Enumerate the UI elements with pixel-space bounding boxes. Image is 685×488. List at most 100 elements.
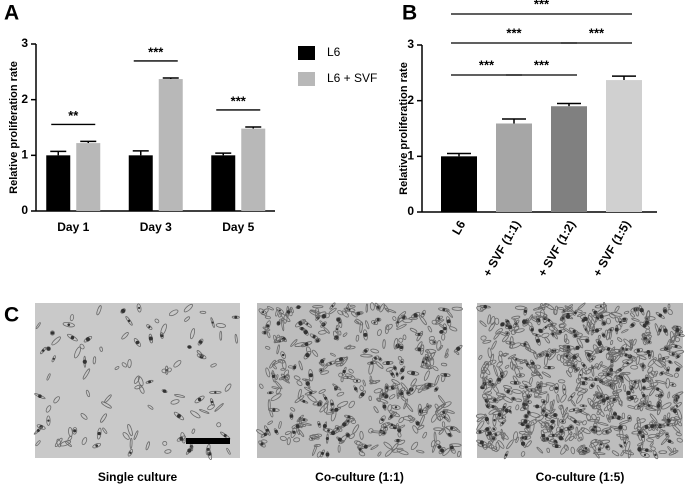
cell bbox=[340, 377, 344, 383]
cell bbox=[121, 362, 128, 368]
cell bbox=[627, 449, 632, 459]
cell-nucleus bbox=[417, 347, 422, 352]
cell-nucleus bbox=[513, 381, 518, 385]
cell bbox=[541, 332, 550, 339]
cell bbox=[645, 407, 657, 412]
panel-label: C bbox=[4, 304, 19, 327]
cell bbox=[379, 415, 386, 424]
cell bbox=[669, 334, 677, 344]
cell-nucleus bbox=[593, 425, 597, 429]
cell bbox=[616, 433, 628, 438]
significance-label: *** bbox=[534, 0, 550, 11]
cell bbox=[408, 316, 418, 320]
cell-nucleus bbox=[647, 404, 651, 407]
cell bbox=[596, 384, 604, 396]
cell-nucleus bbox=[67, 323, 71, 326]
cell-nucleus bbox=[127, 319, 131, 323]
legend-label: L6 + SVF bbox=[327, 71, 377, 85]
cell-nucleus bbox=[484, 416, 489, 422]
cell-nucleus bbox=[399, 345, 404, 350]
cell bbox=[573, 353, 582, 363]
cell bbox=[356, 440, 361, 446]
cell bbox=[576, 309, 583, 313]
cell bbox=[325, 411, 335, 415]
cell-nucleus bbox=[643, 453, 647, 457]
significance-label: *** bbox=[231, 93, 247, 108]
cell bbox=[589, 382, 596, 389]
cell-nucleus bbox=[82, 359, 87, 364]
cell bbox=[173, 360, 182, 368]
cell-nucleus bbox=[325, 452, 330, 457]
cell bbox=[594, 439, 603, 444]
cell bbox=[434, 315, 443, 322]
cell bbox=[560, 394, 567, 403]
cell-nucleus bbox=[550, 419, 555, 424]
cell bbox=[541, 436, 554, 442]
cell bbox=[528, 419, 538, 426]
cell bbox=[272, 358, 283, 366]
cell bbox=[309, 310, 320, 317]
cell bbox=[337, 316, 343, 329]
cell bbox=[348, 433, 355, 439]
cell bbox=[501, 432, 506, 439]
cell-nucleus bbox=[415, 421, 420, 426]
cell bbox=[590, 364, 595, 377]
cell bbox=[402, 334, 407, 340]
cell-nucleus bbox=[450, 426, 454, 430]
cell-nucleus bbox=[129, 451, 132, 454]
cell bbox=[136, 303, 142, 313]
cell bbox=[577, 368, 584, 381]
cell bbox=[266, 306, 274, 311]
cell bbox=[290, 407, 296, 412]
cell bbox=[497, 440, 505, 449]
cell bbox=[542, 428, 549, 434]
cell-nucleus bbox=[148, 380, 152, 384]
cell-nucleus bbox=[630, 388, 633, 391]
cell bbox=[633, 403, 644, 410]
cell-nucleus bbox=[449, 445, 454, 450]
cell bbox=[341, 310, 349, 318]
cell bbox=[399, 358, 405, 366]
cell-nucleus bbox=[394, 406, 398, 409]
bar bbox=[158, 79, 183, 211]
cell-nucleus bbox=[348, 308, 351, 311]
cell-nucleus bbox=[504, 453, 508, 457]
cell bbox=[575, 387, 587, 393]
image-caption: Single culture bbox=[98, 470, 178, 484]
cell bbox=[538, 381, 543, 392]
cell bbox=[441, 333, 446, 341]
cell-nucleus bbox=[625, 348, 628, 351]
cell bbox=[214, 403, 224, 412]
y-axis-label: Relative proliferation rate bbox=[398, 62, 410, 195]
cell bbox=[539, 309, 545, 318]
cell-nucleus bbox=[283, 375, 286, 379]
cell bbox=[603, 403, 614, 412]
x-tick-label: L6 bbox=[449, 218, 468, 237]
cell-nucleus bbox=[325, 436, 329, 441]
cell bbox=[629, 312, 635, 318]
cell bbox=[478, 354, 483, 360]
x-tick-label: + SVF (1:1) bbox=[480, 218, 523, 279]
cell-nucleus bbox=[553, 440, 558, 444]
cell bbox=[507, 354, 517, 360]
cell bbox=[652, 358, 663, 368]
legend-swatch bbox=[298, 46, 315, 60]
cell bbox=[383, 441, 393, 450]
cell bbox=[350, 311, 358, 318]
cell-nucleus bbox=[573, 419, 577, 424]
cell bbox=[81, 437, 88, 446]
cell bbox=[162, 440, 168, 446]
cell bbox=[676, 408, 683, 420]
cell-nucleus bbox=[456, 346, 461, 351]
cell-nucleus bbox=[525, 424, 530, 429]
cell bbox=[388, 394, 396, 400]
cell bbox=[427, 325, 433, 333]
cell-nucleus bbox=[329, 362, 332, 365]
cell bbox=[280, 318, 285, 332]
cell bbox=[391, 442, 399, 452]
cell bbox=[219, 330, 223, 341]
cell bbox=[626, 390, 632, 402]
cell bbox=[615, 368, 621, 374]
cell bbox=[431, 319, 437, 325]
cell bbox=[620, 451, 625, 457]
